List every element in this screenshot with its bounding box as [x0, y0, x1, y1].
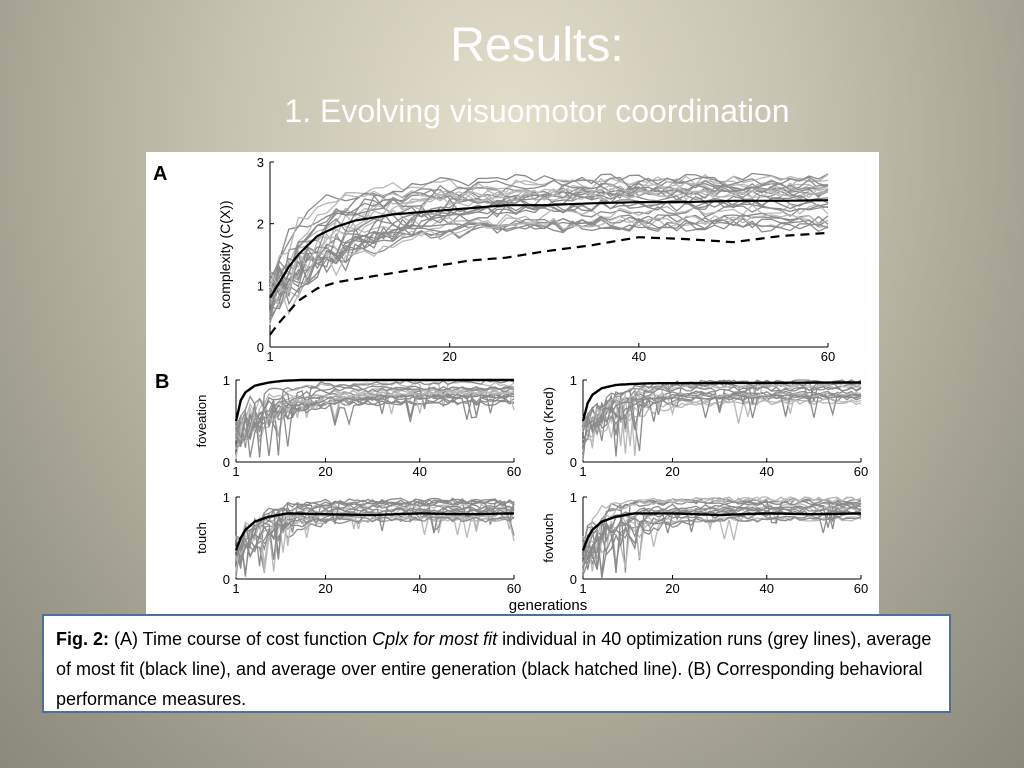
series-line-most-fit-average: [269, 199, 829, 299]
series-line-most-fit-average: [234, 378, 514, 422]
x-axis-label-generations: generations: [509, 597, 587, 614]
slide-subtitle: 1. Evolving visuomotor coordination: [284, 93, 790, 129]
grey-run-line: [582, 509, 862, 560]
grey-run-line: [582, 515, 862, 568]
y-tick-label: 0: [257, 340, 264, 355]
grey-run-line: [269, 182, 829, 278]
grey-run-line: [269, 217, 829, 316]
grey-run-line: [582, 385, 862, 461]
y-axis-label: foveation: [194, 395, 209, 448]
x-tick-label: 40: [413, 464, 427, 479]
x-tick-label: 60: [507, 464, 521, 479]
y-tick-label: 0: [570, 455, 577, 470]
caption-italic-text: Cplx for most fit: [372, 629, 498, 649]
x-tick-label: 20: [318, 581, 332, 596]
grey-run-line: [582, 514, 862, 576]
x-tick-label: 20: [318, 464, 332, 479]
x-tick-label: 60: [507, 581, 521, 596]
y-axis-label: complexity (C(X)): [217, 200, 233, 308]
x-tick-label: 60: [821, 349, 835, 364]
y-axis-label: color (Kred): [541, 387, 556, 455]
caption-text-2: individual in 40 optimization runs (grey…: [56, 629, 932, 709]
grey-run-line: [269, 176, 829, 310]
grey-run-line: [235, 516, 515, 565]
x-tick-label: 1: [232, 464, 239, 479]
grey-run-line: [235, 379, 515, 456]
grey-run-line: [582, 379, 862, 446]
grey-run-line: [582, 496, 862, 547]
x-tick-label: 1: [579, 581, 586, 596]
grey-run-line: [269, 214, 829, 310]
grey-run-line: [235, 384, 515, 458]
y-tick-label: 0: [223, 572, 230, 587]
grey-run-line: [269, 213, 829, 303]
series-line-most-fit-average: [581, 512, 861, 551]
panel-b-label: B: [155, 371, 169, 393]
series-line-generation-average: [269, 231, 829, 336]
figure-caption: Fig. 2: (A) Time course of cost function…: [42, 614, 951, 713]
grey-run-line: [582, 386, 862, 435]
grey-run-line: [269, 187, 829, 293]
x-tick-label: 40: [413, 581, 427, 596]
figure-panel: A B generations 1 20 40 60 0 1 2 3 complexity (C…: [146, 152, 879, 614]
y-tick-label: 2: [257, 217, 264, 232]
grey-run-line: [269, 202, 829, 316]
y-tick-label: 1: [257, 278, 264, 293]
x-tick-label: 40: [760, 464, 774, 479]
x-tick-label: 20: [665, 581, 679, 596]
series-line-most-fit-average: [581, 381, 861, 422]
y-tick-label: 1: [223, 490, 230, 505]
grey-run-line: [582, 502, 862, 575]
x-tick-label: 1: [266, 349, 273, 364]
caption-text-1: (A) Time course of cost function: [109, 629, 373, 649]
y-axis-label: touch: [194, 522, 209, 554]
grey-run-line: [235, 497, 515, 557]
grey-run-line: [269, 181, 829, 306]
y-tick-label: 0: [570, 572, 577, 587]
grey-run-line: [582, 392, 862, 458]
panel-a-label: A: [153, 163, 167, 185]
x-tick-label: 1: [232, 581, 239, 596]
grey-run-line: [235, 512, 515, 553]
caption-fig-label: Fig. 2:: [56, 629, 109, 649]
y-tick-label: 1: [570, 373, 577, 388]
grey-run-line: [582, 513, 862, 579]
y-tick-label: 0: [223, 455, 230, 470]
slide-title: Results:: [450, 19, 624, 72]
grey-run-line: [269, 194, 829, 280]
x-tick-label: 40: [632, 349, 646, 364]
series-line-most-fit-average: [234, 512, 514, 551]
grey-run-line: [269, 181, 829, 304]
y-tick-label: 1: [223, 373, 230, 388]
grey-run-line: [235, 393, 515, 458]
x-tick-label: 60: [854, 464, 868, 479]
x-tick-label: 1: [579, 464, 586, 479]
x-tick-label: 60: [854, 581, 868, 596]
y-tick-label: 3: [257, 155, 264, 170]
y-tick-label: 1: [570, 490, 577, 505]
x-tick-label: 20: [442, 349, 456, 364]
x-tick-label: 20: [665, 464, 679, 479]
y-axis-label: fovtouch: [541, 513, 556, 562]
x-tick-label: 40: [760, 581, 774, 596]
